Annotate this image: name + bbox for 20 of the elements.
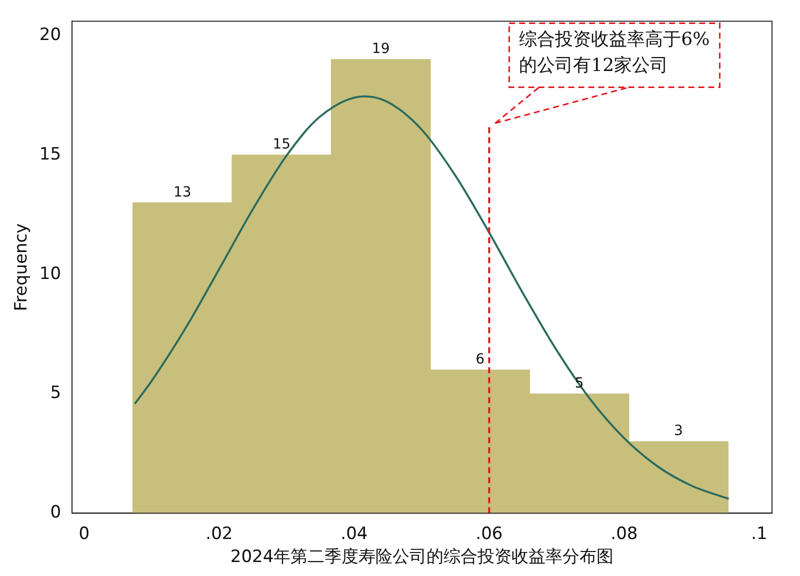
x-tick-label: .08 (610, 524, 638, 544)
data-label: 13 (173, 184, 192, 200)
data-label: 6 (476, 352, 485, 368)
data-label: 15 (272, 136, 291, 153)
x-axis-title: 2024年第二季度寿险公司的综合投资收益率分布图 (230, 547, 614, 568)
y-tick-label: 20 (39, 24, 62, 45)
y-tick-label: 5 (50, 383, 62, 404)
line-series (134, 95, 730, 500)
y-axis-title: Frequency (12, 223, 32, 312)
x-tick-label: .06 (476, 524, 503, 544)
y-tick-label: 15 (39, 144, 62, 164)
ref-line-label: 综合投资收益率高于6% 的公司有12家公司 (519, 28, 710, 76)
x-tick-label: 0 (78, 524, 90, 544)
x-tick-label: .02 (206, 524, 233, 544)
x-tick-label: .04 (340, 524, 368, 544)
y-tick-label: 0 (50, 502, 62, 523)
data-label: 19 (372, 41, 390, 58)
y-tick-label: 10 (39, 264, 62, 284)
x-tick-label: .1 (751, 524, 768, 544)
data-label: 3 (674, 423, 683, 440)
